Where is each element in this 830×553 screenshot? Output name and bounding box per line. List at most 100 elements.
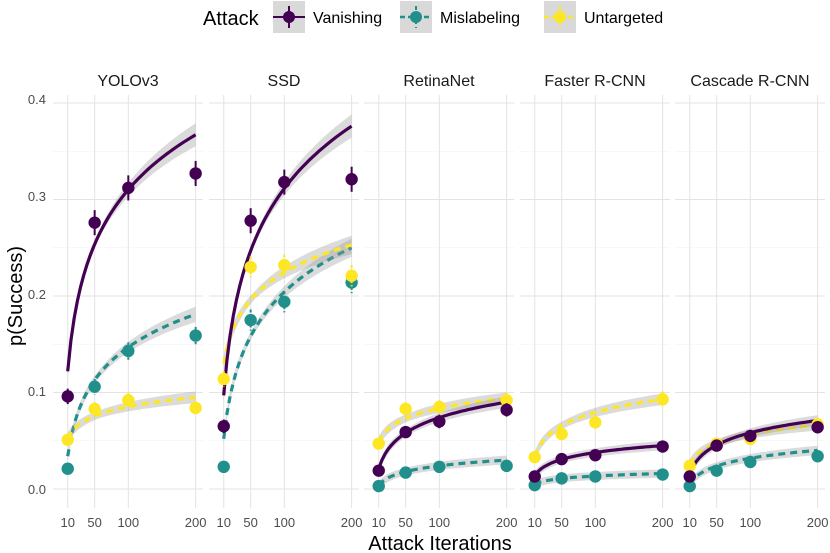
data-point-vanishing <box>710 439 723 452</box>
data-point-vanishing <box>61 390 74 403</box>
legend-label-mislabeling: Mislabeling <box>440 10 520 27</box>
fit-line-untargeted <box>533 397 663 457</box>
data-point-untargeted <box>399 402 412 416</box>
data-point-untargeted <box>189 401 202 415</box>
x-tick-label: 200 <box>807 515 829 530</box>
data-point-vanishing <box>244 214 257 227</box>
y-tick-label: 0.2 <box>28 287 46 302</box>
panels: 10 50 100 200 10 50 100 200 10 50 100 200 10 50 100 200… <box>53 95 828 530</box>
y-tick-label: 0.0 <box>28 482 46 497</box>
data-point-vanishing <box>345 173 358 186</box>
data-point-mislabeling <box>189 329 202 342</box>
x-tick-label: 100 <box>117 515 139 530</box>
x-tick-label: 50 <box>554 515 568 530</box>
panel-title-yolov3: YOLOv3 <box>97 73 158 90</box>
data-point-untargeted <box>656 393 669 406</box>
x-tick-label: 200 <box>496 515 518 530</box>
data-point-vanishing <box>528 470 541 483</box>
data-point-vanishing <box>278 175 291 189</box>
x-tick-label: 200 <box>341 515 363 530</box>
fit-ribbon-mislabeling <box>689 445 818 489</box>
data-point-mislabeling <box>399 466 412 479</box>
data-point-vanishing <box>555 452 568 466</box>
x-tick-label: 100 <box>739 515 761 530</box>
data-point-mislabeling <box>61 462 74 475</box>
fit-line-mislabeling <box>222 246 353 440</box>
data-point-vanishing <box>811 421 824 434</box>
fit-line-mislabeling <box>66 312 197 457</box>
panel-title-retinanet: RetinaNet <box>403 73 475 90</box>
data-point-untargeted <box>433 400 446 414</box>
fit-line-vanishing <box>66 133 197 372</box>
data-point-mislabeling <box>589 470 602 483</box>
legend-label-untargeted: Untargeted <box>584 10 663 27</box>
data-point-untargeted <box>244 260 257 274</box>
data-point-untargeted <box>528 450 541 464</box>
y-tick-label: 0.3 <box>28 189 46 204</box>
data-point-mislabeling <box>122 344 135 358</box>
data-point-mislabeling <box>555 472 568 485</box>
data-point-untargeted <box>683 459 696 473</box>
data-point-vanishing <box>372 464 385 477</box>
fit-line-untargeted <box>66 395 196 439</box>
panel-retinanet: 10 50 100 200 <box>364 95 517 530</box>
data-point-untargeted <box>278 258 291 272</box>
fit-line-untargeted <box>222 243 353 364</box>
data-point-untargeted <box>217 372 230 386</box>
panel-yolov3: 10 50 100 200 <box>53 95 206 530</box>
panel-title-faster-rcnn: Faster R-CNN <box>544 73 645 90</box>
data-point-mislabeling <box>811 449 824 463</box>
data-point-mislabeling <box>710 464 723 477</box>
x-tick-label: 10 <box>527 515 541 530</box>
data-point-vanishing <box>656 440 669 453</box>
data-point-untargeted <box>372 437 385 450</box>
x-tick-label: 10 <box>682 515 696 530</box>
x-tick-label: 100 <box>428 515 450 530</box>
data-point-vanishing <box>433 415 446 428</box>
panel-title-cascade-rcnn: Cascade R-CNN <box>690 73 809 90</box>
x-tick-label: 50 <box>87 515 101 530</box>
data-point-untargeted <box>61 433 74 446</box>
data-point-mislabeling <box>278 295 291 308</box>
data-point-vanishing <box>88 216 101 229</box>
legend: Attack Vanishing Mislabeling Untargeted <box>203 1 663 33</box>
data-point-vanishing <box>189 167 202 180</box>
data-point-untargeted <box>589 416 602 429</box>
data-point-vanishing <box>217 420 230 433</box>
data-point-mislabeling <box>244 313 257 327</box>
data-point-untargeted <box>122 394 135 407</box>
x-tick-label: 10 <box>371 515 385 530</box>
x-tick-label: 200 <box>652 515 674 530</box>
data-point-vanishing <box>744 429 757 443</box>
data-point-mislabeling <box>372 479 385 493</box>
panel-ssd: 10 50 100 200 <box>209 95 362 530</box>
x-axis-title: Attack Iterations <box>368 533 511 553</box>
y-axis-title: p(Success) <box>5 246 27 346</box>
fit-ribbon-untargeted <box>689 420 818 469</box>
x-tick-label: 50 <box>709 515 723 530</box>
panel-faster-r-cnn: 10 50 100 200 <box>520 95 673 530</box>
data-point-vanishing <box>683 470 696 483</box>
data-point-vanishing <box>122 181 135 195</box>
y-tick-label: 0.4 <box>28 92 46 107</box>
data-point-untargeted <box>500 394 513 407</box>
legend-key-untargeted <box>544 1 576 33</box>
data-point-mislabeling <box>217 460 230 474</box>
x-tick-label: 10 <box>216 515 230 530</box>
data-point-vanishing <box>500 403 513 417</box>
data-point-vanishing <box>399 425 412 439</box>
x-tick-label: 10 <box>60 515 74 530</box>
x-tick-label: 50 <box>398 515 412 530</box>
data-point-mislabeling <box>528 478 541 492</box>
data-point-vanishing <box>589 449 602 462</box>
data-point-mislabeling <box>88 380 101 393</box>
panel-cascade-r-cnn: 10 50 100 200 <box>675 95 828 530</box>
fit-ribbon-vanishing <box>534 440 663 480</box>
data-point-mislabeling <box>656 468 669 481</box>
legend-key-vanishing <box>273 1 305 33</box>
panel-title-ssd: SSD <box>268 73 301 90</box>
data-point-mislabeling <box>500 459 513 473</box>
legend-key-mislabeling <box>400 1 432 33</box>
fit-ribbon-untargeted <box>378 392 507 447</box>
